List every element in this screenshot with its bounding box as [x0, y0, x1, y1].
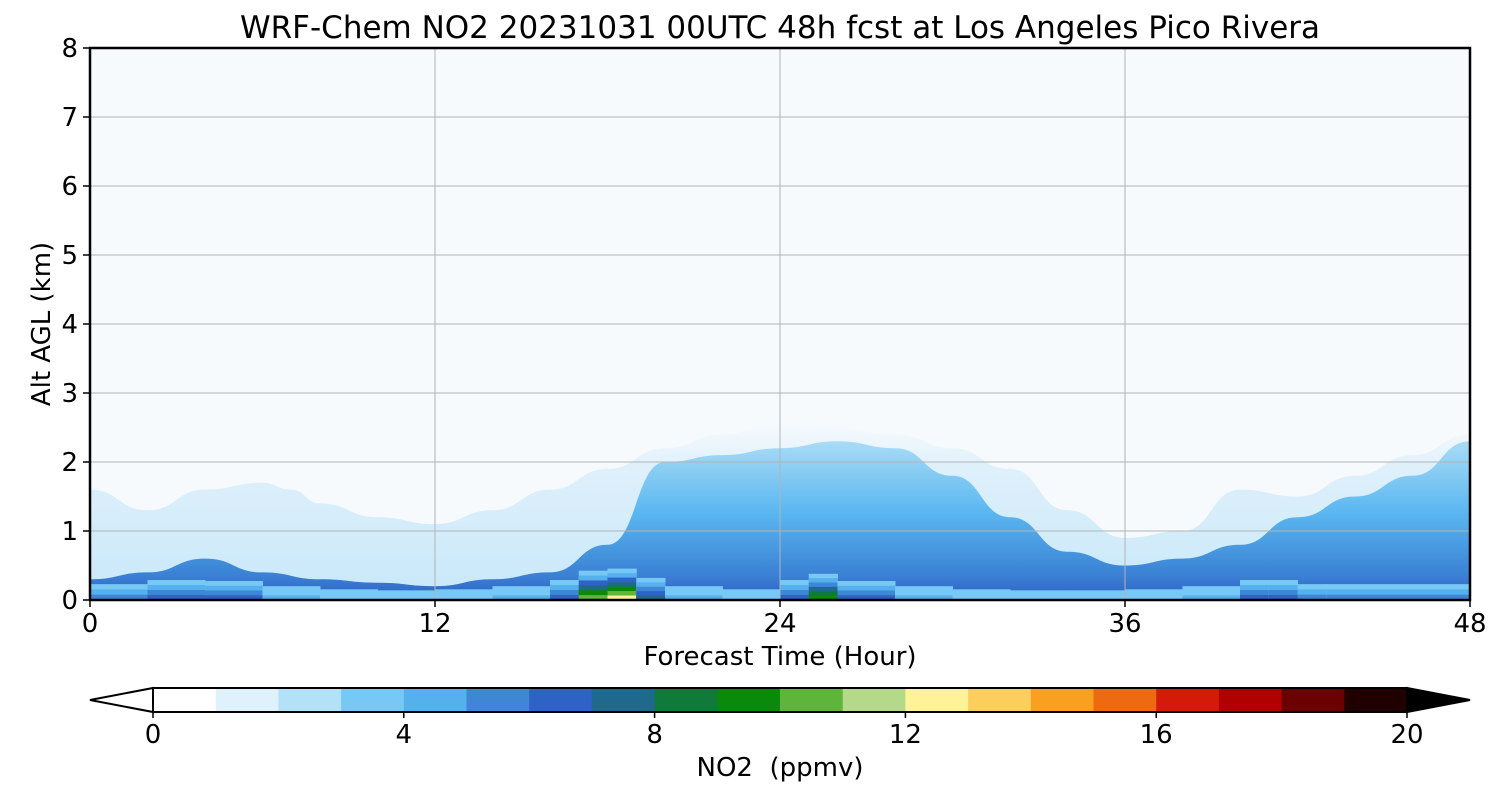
surface-band [895, 595, 953, 600]
x-tick-label: 24 [763, 609, 796, 639]
colorbar-frame [152, 687, 1408, 713]
surface-band [1268, 594, 1298, 600]
y-tick-label: 6 [61, 172, 78, 202]
colorbar-swatch [905, 688, 969, 712]
colorbar-swatch [780, 688, 844, 712]
colorbar-tick-label: 16 [1140, 720, 1173, 750]
colorbar-swatch [215, 688, 279, 712]
x-axis: 0 12 24 36 48 [82, 600, 1487, 639]
surface-band [578, 595, 608, 600]
y-axis: 0 1 2 3 4 5 6 7 8 [61, 34, 90, 616]
y-tick-label: 7 [61, 103, 78, 133]
y-tick-label: 1 [61, 517, 78, 547]
colorbar-swatch [1218, 688, 1283, 712]
surface-band [1355, 594, 1413, 600]
surface-band [320, 589, 378, 600]
surface-band [952, 594, 1011, 600]
surface-band [1412, 589, 1470, 600]
y-tick-label: 8 [61, 34, 78, 64]
colorbar-swatch [1281, 688, 1345, 712]
colorbar-swatch [1030, 688, 1094, 712]
colorbar-tick-label: 0 [145, 720, 162, 750]
surface-band [205, 595, 263, 600]
surface-band [1010, 595, 1068, 600]
surface-band [90, 589, 148, 600]
colorbar-swatch [341, 688, 405, 712]
y-tick-label: 0 [61, 586, 78, 616]
x-tick-label: 36 [1108, 609, 1141, 639]
surface-band [435, 594, 493, 600]
colorbar: 0 4 8 12 16 20 [89, 686, 1471, 750]
colorbar-label: NO2 (ppmv) [697, 753, 864, 783]
y-axis-label: Alt AGL (km) [27, 242, 57, 406]
colorbar-swatch [1344, 688, 1408, 712]
surface-band [1125, 589, 1183, 600]
colorbar-tick-label: 4 [396, 720, 413, 750]
surface-band [808, 595, 838, 600]
colorbar-swatch [278, 688, 342, 712]
colorbar-swatch [403, 688, 467, 712]
surface-band [837, 595, 896, 600]
x-tick-label: 12 [418, 609, 451, 639]
surface-band [1125, 594, 1183, 600]
gridlines [90, 48, 1470, 600]
y-tick-label: 2 [61, 448, 78, 478]
surface-band [952, 589, 1011, 600]
surface-band [607, 595, 637, 600]
surface-band [1412, 594, 1470, 600]
surface-band [550, 594, 580, 600]
surface-band [1355, 589, 1413, 600]
colorbar-max-extend [1406, 686, 1471, 714]
colorbar-tick-label: 8 [646, 720, 663, 750]
colorbar-swatch [153, 688, 217, 712]
colorbar-swatch [1093, 688, 1157, 712]
surface-band [722, 594, 781, 600]
surface-band [147, 594, 206, 600]
y-tick-label: 3 [61, 379, 78, 409]
surface-band [1182, 595, 1241, 600]
surface-band [1297, 589, 1327, 600]
y-tick-label: 4 [61, 310, 78, 340]
surface-band [1067, 595, 1126, 600]
surface-band [1326, 594, 1356, 600]
x-axis-label: Forecast Time (Hour) [643, 642, 916, 672]
colorbar-tick-label: 20 [1390, 720, 1423, 750]
surface-band [665, 595, 723, 600]
surface-band [780, 594, 810, 600]
colorbar-min-extend [89, 686, 154, 714]
surface-band [636, 595, 666, 600]
surface-band [90, 594, 148, 600]
colorbar-swatch [466, 688, 530, 712]
surface-band [377, 595, 436, 600]
surface-band [435, 589, 493, 600]
surface-band [722, 589, 781, 600]
chart-title: WRF-Chem NO2 20231031 00UTC 48h fcst at … [240, 10, 1320, 46]
colorbar-swatch [591, 688, 656, 712]
colorbar-swatch [968, 688, 1032, 712]
surface-band [1326, 589, 1356, 600]
surface-band [1240, 594, 1270, 600]
colorbar-swatch [717, 688, 781, 712]
colorbar-swatch [654, 688, 718, 712]
colorbar-swatch [842, 688, 906, 712]
x-tick-label: 48 [1453, 609, 1486, 639]
y-tick-label: 5 [61, 241, 78, 271]
surface-band [320, 594, 378, 600]
x-tick-label: 0 [82, 609, 99, 639]
colorbar-swatch [1156, 688, 1220, 712]
surface-band [492, 595, 551, 600]
colorbar-tick-label: 12 [889, 720, 922, 750]
surface-band [1297, 594, 1327, 600]
colorbar-swatch [529, 688, 593, 712]
surface-series [90, 568, 1470, 600]
surface-band [262, 595, 321, 600]
